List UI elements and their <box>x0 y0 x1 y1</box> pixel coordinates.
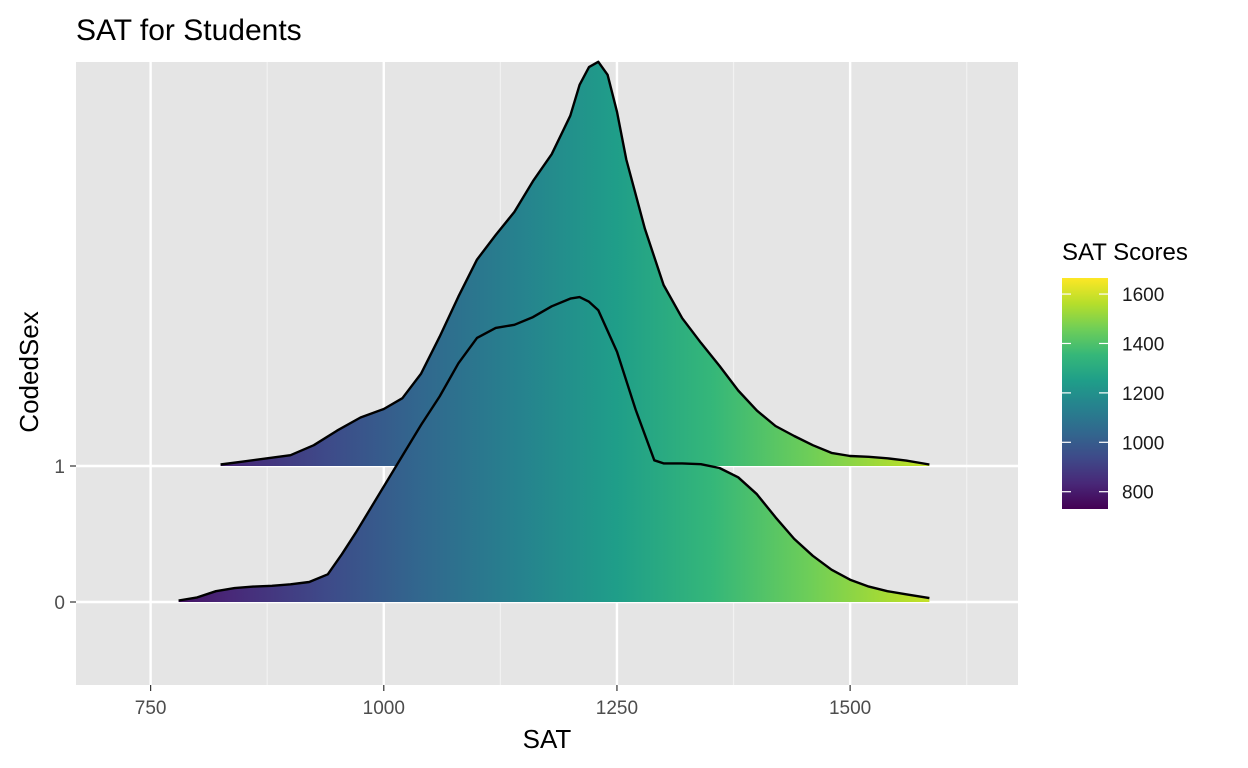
density-ridges <box>178 60 930 602</box>
legend-label: 1000 <box>1122 433 1164 454</box>
legend-colorbar <box>1062 278 1108 509</box>
legend-label: 1200 <box>1122 384 1164 405</box>
x-axis-title: SAT <box>523 724 572 754</box>
ridge-area-0 <box>178 297 930 602</box>
ridge-line-1 <box>220 60 930 466</box>
x-tick-label: 1250 <box>596 698 638 719</box>
x-tick-label: 1500 <box>829 698 871 719</box>
legend-label: 800 <box>1122 483 1154 504</box>
legend-label: 1600 <box>1122 285 1164 306</box>
x-axis: 750 1000 1250 1500 <box>135 685 871 719</box>
y-tick-label: 1 <box>54 457 65 478</box>
y-tick-label: 0 <box>54 593 65 614</box>
ridge-line-0 <box>178 295 930 602</box>
x-tick-label: 1000 <box>363 698 405 719</box>
y-axis: 01 <box>54 457 76 614</box>
legend: SAT Scores 800 1000 1200 1400 1600 <box>1062 239 1188 509</box>
x-tick-label: 750 <box>135 698 167 719</box>
y-axis-title: CodedSex <box>14 311 44 432</box>
legend-label: 1400 <box>1122 334 1164 355</box>
ridge-area-1 <box>220 61 930 467</box>
chart-title: SAT for Students <box>76 14 302 47</box>
legend-title: SAT Scores <box>1062 239 1188 266</box>
